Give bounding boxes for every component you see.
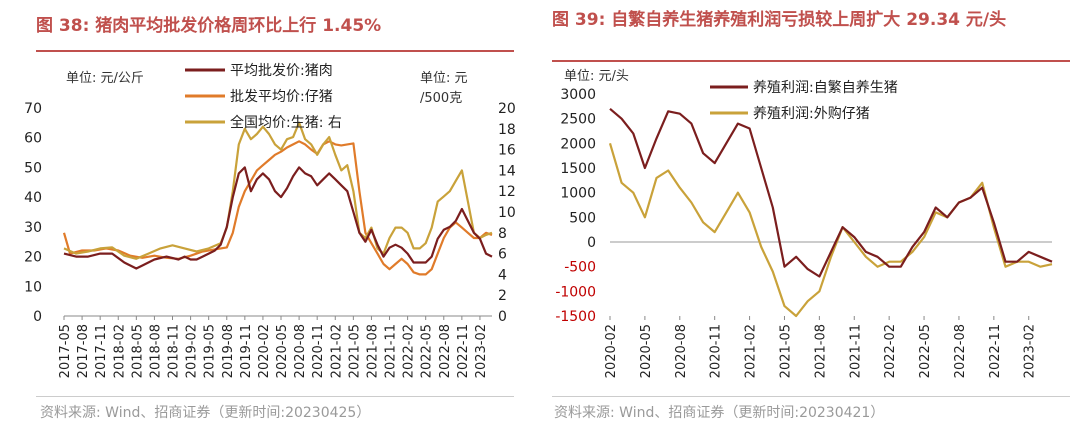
x-tick-label: 2021-02 <box>329 324 344 378</box>
x-tick-label: 2022-02 <box>883 324 898 378</box>
x-tick-label: 2022-02 <box>402 324 417 378</box>
series-line-1 <box>609 107 1053 278</box>
x-tick-label: 2023-02 <box>474 324 489 378</box>
source-note: 资料来源: Wind、招商证券（更新时间:20230421） <box>554 405 885 421</box>
y-tick-left: 30 <box>24 220 42 236</box>
y-tick-right: 12 <box>498 184 516 200</box>
y-tick: -1000 <box>555 284 596 300</box>
x-tick-label: 2020-02 <box>604 324 619 378</box>
y-tick: 2500 <box>560 112 596 128</box>
y-tick: 3000 <box>560 87 596 103</box>
title-divider <box>36 50 514 52</box>
left-chart-svg: 单位: 元/公斤 单位: 元/500克 0 10 20 30 40 50 60 70 0 2 4 6 8 10… <box>24 63 516 378</box>
y-tick-left: 40 <box>24 190 42 206</box>
legend-label-1: 养殖利润:自繁自养生猪 <box>753 79 898 96</box>
y-tick: 1500 <box>560 161 596 177</box>
x-tick-label: 2020-08 <box>674 324 689 378</box>
x-tick-label: 2022-08 <box>438 324 453 378</box>
unit-label-right: 单位: 元 <box>420 71 468 86</box>
x-tick-label: 2023-02 <box>1023 324 1038 378</box>
x-tick-label: 2018-08 <box>148 324 163 378</box>
legend-label-3: 全国均价:生猪: 右 <box>230 114 342 131</box>
x-tick-label: 2019-05 <box>203 324 218 378</box>
y-tick: -1500 <box>555 309 596 325</box>
x-tick-label: 2022-08 <box>953 324 968 378</box>
y-tick-right: 2 <box>498 288 507 304</box>
series-line-3 <box>63 121 493 260</box>
y-tick-right: 8 <box>498 226 507 242</box>
y-tick-right: 10 <box>498 205 516 221</box>
x-tick-label: 2019-11 <box>239 324 254 378</box>
y-tick-right: 18 <box>498 122 516 138</box>
x-tick-label: 2020-08 <box>293 324 308 378</box>
y-tick-right: 4 <box>498 267 507 283</box>
series-line-1 <box>63 166 493 270</box>
y-tick-right: 0 <box>498 309 507 325</box>
y-tick-left: 70 <box>24 101 42 117</box>
x-tick-label: 2018-11 <box>167 324 182 378</box>
source-note: 资料来源: Wind、招商证券（更新时间:20230425） <box>40 405 371 421</box>
y-tick: 0 <box>587 235 596 251</box>
title-divider <box>552 60 1070 62</box>
footer-divider <box>552 396 1070 397</box>
x-tick-label: 2021-08 <box>365 324 380 378</box>
x-tick-label: 2017-08 <box>76 324 91 378</box>
chart-title: 图 39: 自繁自养生猪养殖利润亏损较上周扩大 29.34 元/头 <box>552 10 1007 30</box>
x-tick-label: 2017-05 <box>58 324 73 378</box>
x-tick-label: 2022-11 <box>988 324 1003 378</box>
x-tick-label: 2022-05 <box>918 324 933 378</box>
unit-label-left: 单位: 元/公斤 <box>66 71 144 86</box>
y-tick-left: 10 <box>24 279 42 295</box>
unit-label-right-cont: /500克 <box>420 91 462 106</box>
x-tick-label: 2020-11 <box>709 324 724 378</box>
x-tick-label: 2022-05 <box>420 324 435 378</box>
x-tick-label: 2019-08 <box>221 324 236 378</box>
x-tick-label: 2017-11 <box>94 324 109 378</box>
x-tick-label: 2019-02 <box>185 324 200 378</box>
y-tick-right: 14 <box>498 163 516 179</box>
x-tick-label: 2021-08 <box>813 324 828 378</box>
x-tick-label: 2020-02 <box>257 324 272 378</box>
chart-title: 图 38: 猪肉平均批发价格周环比上行 1.45% <box>36 16 382 36</box>
y-tick-right: 16 <box>498 143 516 159</box>
x-tick-label: 2018-02 <box>112 324 127 378</box>
x-tick-label: 2021-11 <box>848 324 863 378</box>
y-tick-right: 6 <box>498 247 507 263</box>
unit-label-left: 单位: 元/头 <box>564 69 629 84</box>
y-tick: 1000 <box>560 186 596 202</box>
x-tick-label: 2020-11 <box>311 324 326 378</box>
x-tick-label: 2021-05 <box>347 324 362 378</box>
x-tick-label: 2021-05 <box>778 324 793 378</box>
y-tick-left: 0 <box>33 309 42 325</box>
y-tick-right: 20 <box>498 101 516 117</box>
left-chart-panel: 图 38: 猪肉平均批发价格周环比上行 1.45% 单位: 元/公斤 单位: 元 /… <box>24 16 516 421</box>
x-tick-label: 2022-11 <box>456 324 471 378</box>
series-line-2 <box>62 140 493 276</box>
y-tick-left: 60 <box>24 131 42 147</box>
y-tick-left: 50 <box>24 160 42 176</box>
footer-divider <box>36 396 514 397</box>
legend-label-1: 平均批发价:猪肉 <box>230 63 333 79</box>
series-line-2 <box>608 142 1053 318</box>
y-tick: 2000 <box>560 136 596 152</box>
y-tick: -500 <box>564 260 596 276</box>
legend-label-2: 批发平均价:仔猪 <box>230 89 333 105</box>
x-tick-label: 2020-05 <box>275 324 290 378</box>
x-tick-label: 2018-05 <box>130 324 145 378</box>
right-chart-panel: 图 39: 自繁自养生猪养殖利润亏损较上周扩大 29.34 元/头 单位: 元/… <box>540 0 1080 427</box>
right-chart-svg: 单位: 元/头 3000 2500 2000 1500 1000 500 0 -500 -1000… <box>555 69 1053 378</box>
x-tick-label: 2021-11 <box>384 324 399 378</box>
legend-label-2: 养殖利润:外购仔猪 <box>753 105 870 122</box>
y-tick: 500 <box>569 210 596 226</box>
x-tick-label: 2020-05 <box>639 324 654 378</box>
y-tick-left: 20 <box>24 250 42 266</box>
x-tick-label: 2021-02 <box>744 324 759 378</box>
